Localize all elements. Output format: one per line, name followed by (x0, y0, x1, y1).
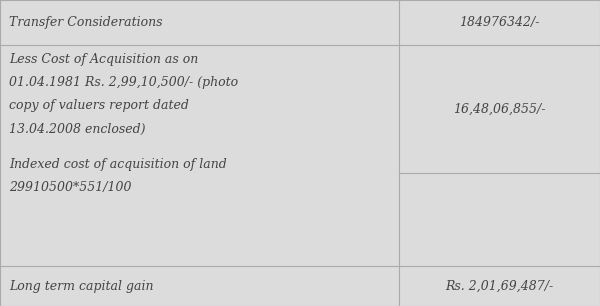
Text: Less Cost of Acquisition as on: Less Cost of Acquisition as on (9, 53, 198, 66)
Text: 13.04.2008 enclosed): 13.04.2008 enclosed) (9, 123, 146, 136)
Text: Indexed cost of acquisition of land: Indexed cost of acquisition of land (9, 158, 227, 170)
Text: copy of valuers report dated: copy of valuers report dated (9, 99, 189, 112)
Text: Long term capital gain: Long term capital gain (9, 280, 154, 293)
Text: Rs. 2,01,69,487/-: Rs. 2,01,69,487/- (445, 280, 554, 293)
Text: 29910500*551/100: 29910500*551/100 (9, 181, 131, 194)
Text: 184976342/-: 184976342/- (459, 16, 540, 29)
Text: Transfer Considerations: Transfer Considerations (9, 16, 163, 29)
Text: 16,48,06,855/-: 16,48,06,855/- (453, 103, 546, 116)
Text: 01.04.1981 Rs. 2,99,10,500/- (photo: 01.04.1981 Rs. 2,99,10,500/- (photo (9, 76, 238, 89)
